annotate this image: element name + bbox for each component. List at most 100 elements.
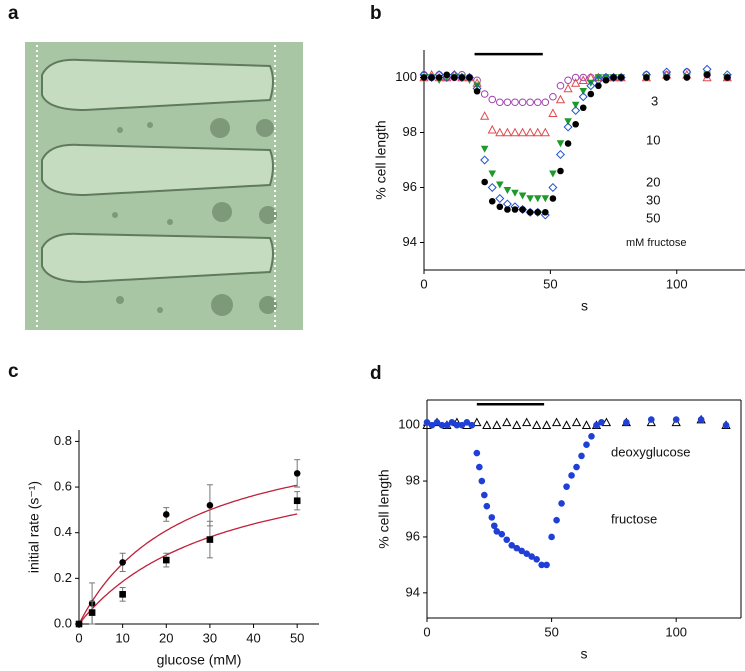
point	[503, 536, 511, 544]
point	[610, 74, 617, 81]
point	[466, 74, 473, 81]
point	[206, 502, 214, 509]
point	[473, 449, 481, 457]
point	[293, 497, 301, 505]
point	[549, 92, 557, 101]
point	[541, 98, 550, 107]
point	[519, 206, 526, 213]
point	[595, 82, 602, 90]
point	[568, 472, 575, 479]
point	[433, 419, 441, 426]
point	[502, 127, 513, 137]
point	[75, 620, 83, 628]
x-tick-label: 100	[665, 624, 687, 639]
point	[526, 208, 534, 216]
point	[533, 556, 540, 563]
point	[512, 420, 522, 429]
point	[463, 419, 471, 426]
point	[588, 433, 595, 440]
point	[481, 491, 488, 499]
point	[487, 124, 497, 134]
point	[647, 416, 655, 423]
point	[480, 145, 489, 153]
point	[526, 98, 534, 107]
point	[511, 189, 519, 197]
point	[724, 74, 731, 81]
point	[476, 463, 483, 471]
point	[438, 421, 446, 429]
point	[586, 81, 596, 91]
point	[643, 74, 650, 81]
point	[492, 420, 502, 429]
point	[579, 73, 588, 82]
panel-label: a	[8, 3, 19, 24]
point	[571, 417, 582, 427]
point	[518, 547, 525, 555]
point	[293, 470, 301, 477]
point	[549, 170, 557, 178]
point	[518, 98, 527, 107]
point	[510, 127, 520, 137]
y-tick-label: 96	[403, 179, 417, 194]
point	[556, 140, 565, 148]
y-axis-label: initial rate (s⁻¹)	[26, 481, 42, 573]
point	[703, 71, 711, 79]
y-tick-label: 0.8	[54, 433, 72, 448]
point	[458, 74, 466, 81]
point	[420, 74, 428, 81]
y-tick-label: 0.4	[54, 524, 72, 539]
y-tick-label: 0.6	[54, 478, 72, 493]
point	[119, 591, 126, 598]
x-tick-label: 30	[203, 630, 217, 645]
y-tick-label: 94	[406, 584, 420, 599]
point	[496, 203, 504, 211]
point	[563, 122, 573, 132]
x-tick-label: 0	[75, 630, 82, 645]
point	[555, 149, 565, 160]
point	[672, 416, 680, 423]
point	[483, 502, 491, 510]
point	[543, 561, 550, 569]
point	[526, 195, 534, 203]
point	[88, 609, 96, 616]
point	[556, 81, 565, 90]
x-tick-label: 10	[115, 630, 129, 645]
point	[583, 441, 590, 449]
y-tick-label: 0.0	[54, 615, 72, 630]
point	[581, 420, 592, 429]
y-axis-label: % cell length	[373, 120, 389, 199]
point	[428, 74, 435, 81]
point	[538, 561, 545, 569]
point	[473, 87, 481, 95]
annotation: mM fructose	[626, 237, 687, 249]
point	[453, 421, 461, 429]
series-label: 30	[646, 192, 660, 207]
point	[553, 516, 560, 524]
point	[162, 556, 170, 564]
point	[571, 101, 580, 109]
debris	[112, 118, 277, 316]
series-label: 3	[651, 93, 658, 108]
x-axis-label: s	[581, 298, 588, 314]
point	[542, 208, 549, 216]
y-tick-label: 98	[403, 124, 417, 139]
point	[533, 195, 542, 203]
point	[593, 421, 600, 429]
point	[511, 98, 519, 107]
point	[488, 95, 497, 104]
point	[511, 206, 519, 213]
point	[480, 111, 490, 120]
point	[578, 452, 585, 460]
panel-label: c	[8, 361, 19, 382]
x-tick-label: 50	[290, 630, 304, 645]
x-tick-label: 40	[246, 630, 260, 645]
point	[488, 514, 496, 521]
point	[540, 127, 550, 137]
x-axis-label: s	[581, 646, 588, 662]
point	[623, 419, 630, 426]
point	[472, 417, 482, 427]
point	[522, 417, 532, 427]
point	[594, 74, 603, 82]
point	[572, 120, 579, 128]
point	[541, 420, 552, 429]
